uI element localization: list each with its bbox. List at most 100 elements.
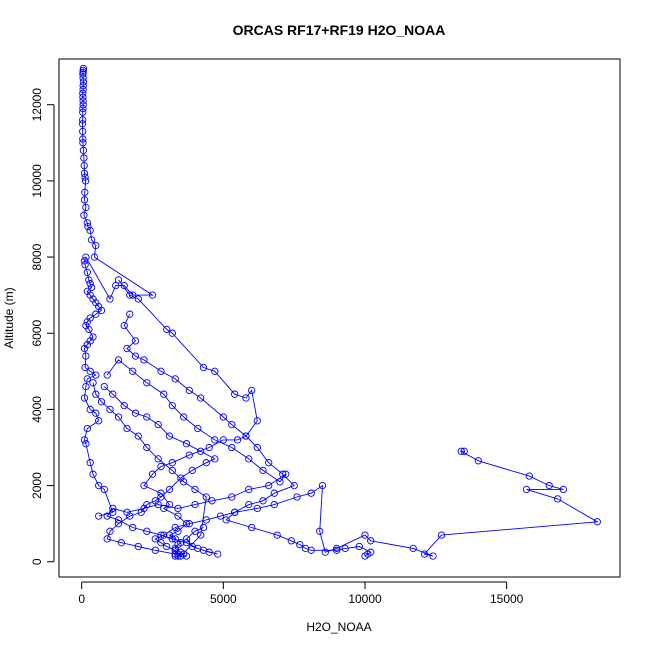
data-point: [197, 447, 205, 455]
series-1: [78, 64, 157, 520]
data-point: [168, 329, 176, 337]
data-point: [211, 455, 219, 463]
data-point: [83, 318, 91, 326]
data-point: [333, 546, 341, 554]
data-point: [245, 485, 253, 494]
data-point: [231, 390, 239, 398]
data-point: [474, 457, 482, 465]
data-point: [143, 379, 151, 387]
data-point: [460, 447, 468, 455]
data-point: [80, 436, 89, 444]
data-point: [168, 466, 176, 475]
data-point: [197, 394, 205, 402]
data-point: [109, 390, 117, 398]
series-3-line: [123, 314, 372, 557]
data-point: [157, 539, 165, 547]
data-point: [211, 436, 219, 444]
data-point: [160, 504, 168, 513]
x-tick-label: 0: [78, 592, 85, 606]
series-5-line: [106, 359, 287, 555]
data-point: [188, 466, 196, 475]
data-point: [89, 470, 97, 478]
data-point: [242, 394, 250, 402]
data-point: [143, 413, 151, 421]
data-point: [180, 413, 188, 421]
data-point: [103, 512, 111, 520]
data-point: [148, 470, 157, 478]
data-point: [199, 546, 208, 554]
data-point: [151, 497, 159, 505]
data-point: [321, 548, 329, 556]
data-point: [270, 500, 278, 509]
data-point: [265, 481, 273, 490]
data-point: [171, 523, 179, 532]
data-point: [80, 161, 88, 170]
data-point: [134, 542, 142, 551]
data-point: [168, 535, 176, 543]
data-point: [79, 97, 87, 105]
data-point: [114, 520, 123, 528]
data-point: [78, 120, 87, 128]
data-point: [92, 409, 100, 417]
y-tick-label: 2000: [30, 472, 44, 499]
data-point: [79, 116, 87, 124]
series-3: [120, 310, 375, 560]
data-point: [82, 382, 90, 391]
data-point: [95, 417, 103, 425]
data-point: [276, 478, 284, 486]
data-point: [126, 512, 134, 520]
data-point: [131, 352, 140, 360]
data-point: [120, 321, 128, 330]
data-point: [81, 363, 89, 372]
data-point: [341, 544, 349, 553]
data-point: [79, 139, 87, 147]
data-point: [154, 455, 162, 463]
data-point: [228, 493, 236, 501]
data-point: [559, 485, 567, 494]
data-point: [593, 518, 601, 526]
series-6-line: [92, 382, 216, 557]
data-point: [95, 481, 103, 490]
data-point: [79, 93, 87, 101]
data-point: [81, 188, 89, 196]
data-point: [242, 432, 250, 440]
data-point: [420, 550, 429, 558]
data-point: [171, 375, 179, 383]
y-tick-label: 4000: [30, 396, 44, 423]
y-tick-label: 0: [30, 558, 44, 565]
chart-title: ORCAS RF17+RF19 H2O_NOAA: [233, 22, 446, 38]
x-tick-label: 5000: [210, 592, 237, 606]
data-point: [82, 253, 90, 261]
data-point: [197, 531, 205, 539]
data-point: [92, 371, 100, 379]
data-point: [112, 281, 120, 290]
data-point: [140, 356, 148, 364]
data-point: [84, 222, 92, 231]
data-point: [259, 466, 267, 475]
data-point: [106, 405, 114, 414]
data-point: [143, 500, 151, 509]
data-point: [296, 540, 304, 549]
data-point: [185, 386, 193, 395]
x-axis-label: H2O_NOAA: [306, 620, 371, 634]
data-point: [522, 485, 531, 494]
y-axis: 0 2000 4000 6000 8000 10000 12000: [30, 88, 55, 565]
data-point: [89, 379, 97, 387]
data-point: [333, 544, 341, 553]
y-tick-label: 8000: [30, 243, 44, 270]
data-point: [361, 552, 369, 560]
data-point: [293, 493, 301, 501]
data-point: [80, 344, 89, 353]
data-point: [160, 390, 168, 398]
data-point: [259, 497, 267, 505]
data-point: [81, 177, 90, 185]
data-point: [199, 363, 208, 372]
data-point: [85, 325, 93, 334]
data-point: [282, 470, 290, 478]
data-point: [86, 405, 94, 414]
data-point: [191, 500, 199, 509]
data-point: [182, 535, 191, 543]
data-point: [129, 523, 137, 532]
data-point: [103, 535, 111, 543]
data-point: [81, 261, 89, 269]
